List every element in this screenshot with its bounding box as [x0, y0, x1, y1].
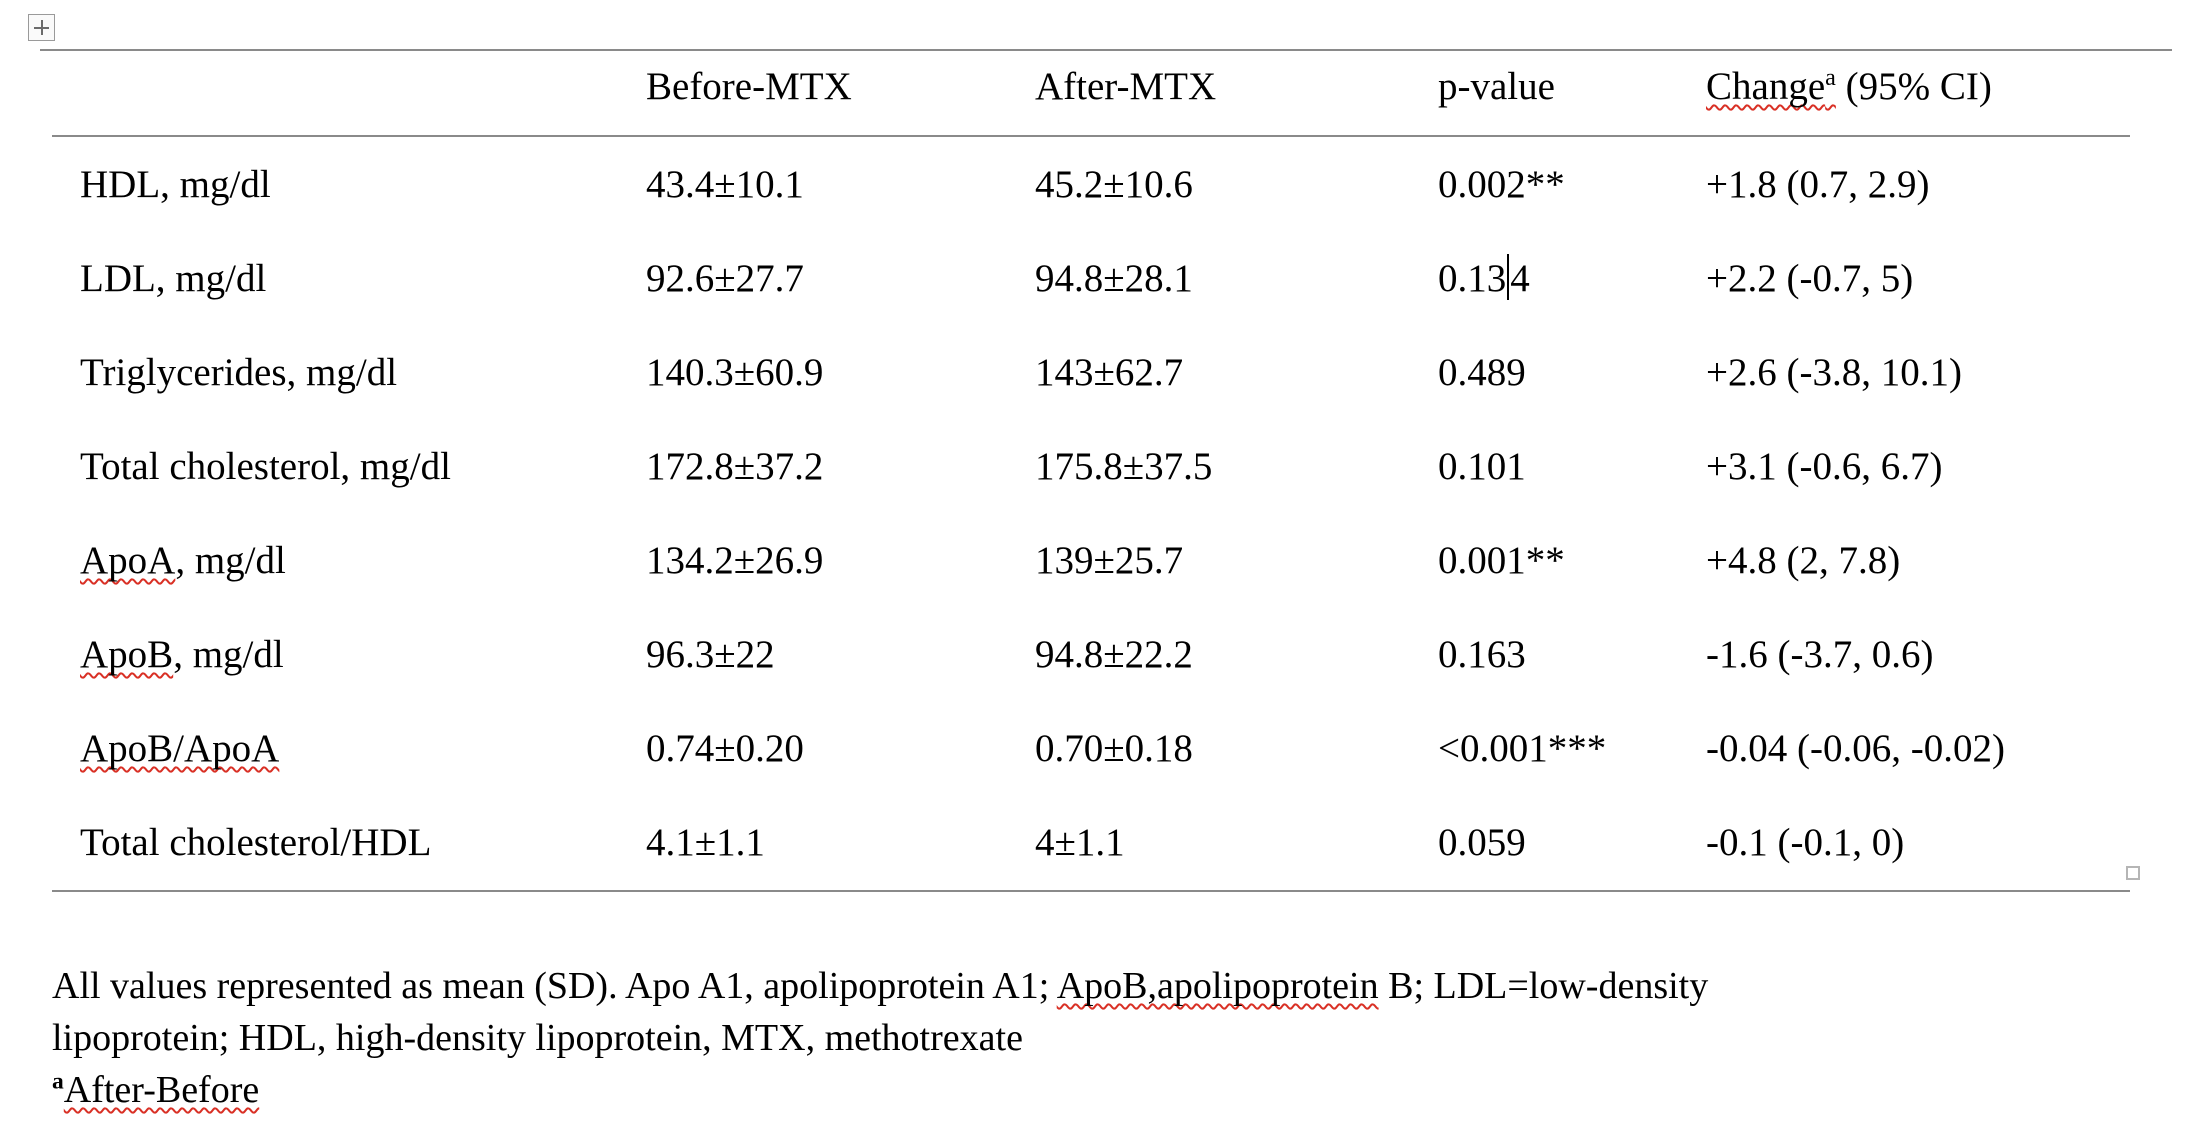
change-cell[interactable]: -0.04 (-0.06, -0.02) [1706, 727, 2005, 770]
table-row-ldl: LDL, mg/dl 92.6±27.7 94.8±28.1 0.13 4 +2.… [80, 232, 2202, 326]
change-cell[interactable]: +1.8 (0.7, 2.9) [1706, 163, 1930, 206]
table-header-border [52, 135, 2130, 137]
footnote-line-3: aAfter-Before [52, 1064, 1708, 1116]
row-label-cell[interactable]: Total cholesterol/HDL [80, 796, 646, 890]
after-mtx-cell[interactable]: 94.8±22.2 [1035, 633, 1193, 676]
before-mtx-cell[interactable]: 0.74±0.20 [646, 727, 804, 770]
after-mtx-cell[interactable]: 143±62.7 [1035, 351, 1184, 394]
table-move-plus-icon [29, 15, 54, 40]
header-change-word: Change [1706, 65, 1826, 108]
before-mtx-cell[interactable]: 4.1±1.1 [646, 821, 765, 864]
p-value-cell[interactable]: 0.059 [1438, 821, 1526, 864]
table-row-apob: ApoB, mg/dl 96.3±22 94.8±22.2 0.163 -1.6… [80, 608, 2202, 702]
row-label-text: HDL, mg/dl [80, 163, 271, 206]
row-label-text: Triglycerides, mg/dl [80, 351, 398, 394]
misspelled-word: Changea [1706, 65, 1836, 108]
p-value-cell[interactable]: 0.13 4 [1438, 232, 1706, 326]
after-mtx-cell[interactable]: 0.70±0.18 [1035, 727, 1193, 770]
p-value-text-before-cursor: 0.13 [1438, 257, 1507, 300]
row-label-text: , mg/dl [175, 539, 286, 582]
table-top-border [40, 49, 2172, 51]
p-value-cell[interactable]: 0.101 [1438, 445, 1526, 488]
table-row-apob-apoa-ratio: ApoB/ApoA 0.74±0.20 0.70±0.18 <0.001*** … [80, 702, 2202, 796]
before-mtx-cell[interactable]: 96.3±22 [646, 633, 775, 676]
header-empty-cell[interactable] [80, 62, 646, 112]
p-value-cell[interactable]: 0.001** [1438, 539, 1565, 582]
before-mtx-cell[interactable]: 92.6±27.7 [646, 257, 804, 300]
before-mtx-cell[interactable]: 172.8±37.2 [646, 445, 824, 488]
after-mtx-cell[interactable]: 175.8±37.5 [1035, 445, 1213, 488]
misspelled-word: After-Before [63, 1069, 260, 1111]
table-resize-handle[interactable] [2126, 866, 2140, 880]
table-body: HDL, mg/dl 43.4±10.1 45.2±10.6 0.002** +… [80, 138, 2202, 890]
text-cursor [1507, 254, 1510, 300]
after-mtx-cell[interactable]: 45.2±10.6 [1035, 163, 1193, 206]
p-value-cell[interactable]: 0.002** [1438, 163, 1565, 206]
footnote-text: All values represented as mean (SD). Apo… [52, 965, 1057, 1007]
header-p-value[interactable]: p-value [1438, 65, 1555, 108]
table-bottom-border [52, 890, 2130, 892]
table-row-hdl: HDL, mg/dl 43.4±10.1 45.2±10.6 0.002** +… [80, 138, 2202, 232]
header-change-ci: (95% CI) [1835, 65, 1992, 108]
after-mtx-cell[interactable]: 139±25.7 [1035, 539, 1184, 582]
row-label-cell[interactable]: ApoB/ApoA [80, 702, 646, 796]
change-cell[interactable]: +2.6 (-3.8, 10.1) [1706, 351, 1962, 394]
footnote-superscript-a: a [52, 1068, 64, 1095]
table-row-apoa: ApoA, mg/dl 134.2±26.9 139±25.7 0.001** … [80, 514, 2202, 608]
row-label-text: Total cholesterol/HDL [80, 821, 432, 864]
row-label-cell[interactable]: Total cholesterol, mg/dl [80, 420, 646, 514]
p-value-text-after-cursor: 4 [1510, 257, 1530, 300]
table-row-tc-hdl-ratio: Total cholesterol/HDL 4.1±1.1 4±1.1 0.05… [80, 796, 2202, 890]
row-label-cell[interactable]: ApoB, mg/dl [80, 608, 646, 702]
p-value-cell[interactable]: <0.001*** [1438, 727, 1607, 770]
header-change-superscript: a [1825, 64, 1836, 91]
after-mtx-cell[interactable]: 4±1.1 [1035, 821, 1125, 864]
change-cell[interactable]: -0.1 (-0.1, 0) [1706, 821, 1905, 864]
header-before-mtx[interactable]: Before-MTX [646, 65, 852, 108]
header-change[interactable]: Changea (95% CI) [1706, 62, 2202, 112]
p-value-cell[interactable]: 0.163 [1438, 633, 1526, 676]
row-label-cell[interactable]: LDL, mg/dl [80, 232, 646, 326]
misspelled-word: ApoB,apolipoprotein [1056, 965, 1379, 1007]
table-move-handle[interactable] [28, 14, 55, 41]
table-footnote[interactable]: All values represented as mean (SD). Apo… [52, 960, 1708, 1116]
change-cell[interactable]: +4.8 (2, 7.8) [1706, 539, 1901, 582]
table-row-triglycerides: Triglycerides, mg/dl 140.3±60.9 143±62.7… [80, 326, 2202, 420]
row-label-text: , mg/dl [173, 633, 284, 676]
misspelled-word: ApoA [80, 539, 176, 582]
footnote-text: B; LDL=low-density [1378, 965, 1709, 1007]
p-value-cell[interactable]: 0.489 [1438, 351, 1526, 394]
table-header-row: Before-MTX After-MTX p-value Changea (95… [80, 62, 2202, 112]
row-label-text: LDL, mg/dl [80, 257, 267, 300]
change-cell[interactable]: +3.1 (-0.6, 6.7) [1706, 445, 1943, 488]
footnote-line-1: All values represented as mean (SD). Apo… [52, 960, 1708, 1012]
before-mtx-cell[interactable]: 43.4±10.1 [646, 163, 804, 206]
change-cell[interactable]: +2.2 (-0.7, 5) [1706, 257, 1914, 300]
misspelled-word: ApoB [80, 633, 174, 676]
change-cell[interactable]: -1.6 (-3.7, 0.6) [1706, 633, 1934, 676]
footnote-line-2: lipoprotein; HDL, high-density lipoprote… [52, 1017, 1023, 1059]
misspelled-word: ApoB/ApoA [80, 727, 280, 770]
row-label-cell[interactable]: ApoA, mg/dl [80, 514, 646, 608]
row-label-text: Total cholesterol, mg/dl [80, 445, 451, 488]
before-mtx-cell[interactable]: 140.3±60.9 [646, 351, 824, 394]
row-label-cell[interactable]: HDL, mg/dl [80, 138, 646, 232]
before-mtx-cell[interactable]: 134.2±26.9 [646, 539, 824, 582]
header-after-mtx[interactable]: After-MTX [1035, 65, 1217, 108]
table-row-total-cholesterol: Total cholesterol, mg/dl 172.8±37.2 175.… [80, 420, 2202, 514]
after-mtx-cell[interactable]: 94.8±28.1 [1035, 257, 1193, 300]
row-label-cell[interactable]: Triglycerides, mg/dl [80, 326, 646, 420]
